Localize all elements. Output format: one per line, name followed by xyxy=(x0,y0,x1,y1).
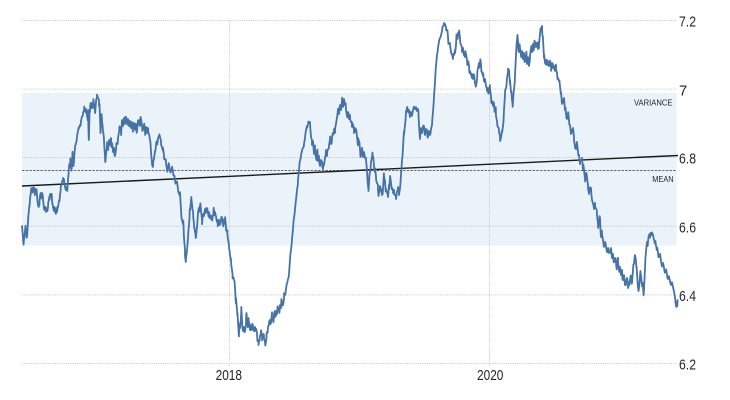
svg-text:6.6: 6.6 xyxy=(679,221,696,237)
svg-text:7: 7 xyxy=(679,83,687,99)
svg-text:6.8: 6.8 xyxy=(679,152,696,168)
svg-text:6.2: 6.2 xyxy=(679,358,696,374)
svg-text:VARIANCE: VARIANCE xyxy=(634,98,673,108)
svg-text:6.4: 6.4 xyxy=(679,289,696,305)
svg-text:2020: 2020 xyxy=(477,368,503,384)
svg-text:MEAN: MEAN xyxy=(652,174,673,184)
svg-text:2018: 2018 xyxy=(216,368,242,384)
svg-text:7.2: 7.2 xyxy=(679,15,696,31)
